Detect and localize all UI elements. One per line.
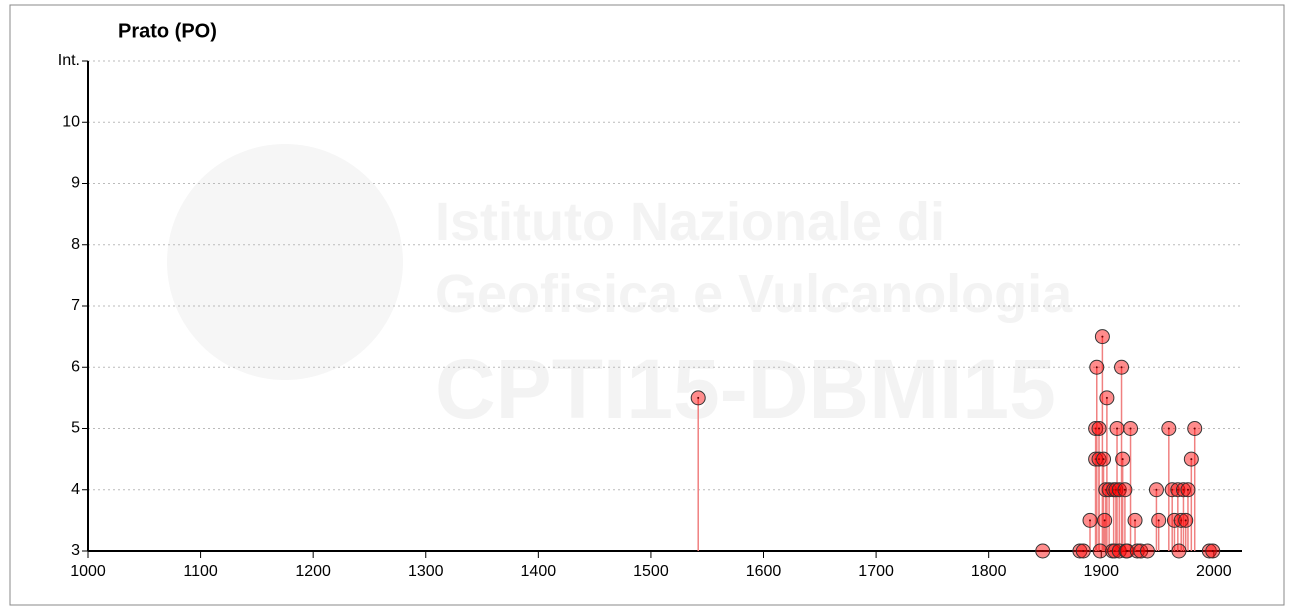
x-tick-label: 1300 — [408, 563, 444, 580]
x-tick-label: 1900 — [1083, 563, 1119, 580]
marker-center — [1095, 366, 1098, 369]
marker-center — [1146, 550, 1149, 552]
marker-center — [1211, 550, 1214, 552]
x-tick-label: 1400 — [521, 563, 557, 580]
marker-center — [1041, 550, 1044, 552]
marker-center — [1116, 427, 1119, 430]
marker-center — [1193, 427, 1196, 430]
marker-center — [1112, 488, 1115, 491]
watermark-text: CPTI15-DBMI15 — [435, 342, 1056, 436]
marker-center — [1208, 550, 1211, 552]
marker-center — [1134, 519, 1137, 522]
marker-center — [1171, 488, 1174, 491]
marker-center — [1120, 366, 1123, 369]
marker-center — [1186, 488, 1189, 491]
marker-center — [1099, 550, 1102, 552]
marker-center — [1102, 458, 1105, 461]
marker-center — [1136, 550, 1139, 552]
marker-center — [1101, 335, 1104, 338]
marker-center — [1114, 488, 1117, 491]
marker-center — [1082, 550, 1085, 552]
marker-center — [1184, 519, 1187, 522]
marker-center — [1182, 488, 1185, 491]
y-tick-label: 10 — [62, 113, 80, 130]
y-tick-label: Int. — [58, 52, 80, 69]
y-tick-label: 3 — [71, 542, 80, 559]
marker-center — [1157, 519, 1160, 522]
marker-center — [1177, 550, 1180, 552]
y-tick-label: 7 — [71, 297, 80, 314]
x-tick-label: 1800 — [971, 563, 1007, 580]
x-tick-label: 1500 — [633, 563, 669, 580]
marker-center — [697, 396, 700, 399]
marker-center — [1167, 427, 1170, 430]
watermark-text: Istituto Nazionale di — [435, 192, 945, 252]
marker-center — [1078, 550, 1081, 552]
y-tick-label: 9 — [71, 175, 80, 192]
y-tick-label: 6 — [71, 358, 80, 375]
y-tick-label: 4 — [71, 481, 80, 498]
marker-center — [1180, 519, 1183, 522]
marker-center — [1105, 396, 1108, 399]
x-tick-label: 2000 — [1196, 563, 1232, 580]
marker-center — [1155, 488, 1158, 491]
marker-center — [1126, 550, 1129, 552]
watermark-logo — [167, 144, 403, 380]
x-tick-label: 1600 — [746, 563, 782, 580]
marker-center — [1176, 488, 1179, 491]
marker-center — [1098, 458, 1101, 461]
x-tick-label: 1200 — [295, 563, 331, 580]
x-tick-label: 1000 — [70, 563, 106, 580]
marker-center — [1113, 550, 1116, 552]
chart-title: Prato (PO) — [118, 20, 217, 42]
marker-center — [1129, 427, 1132, 430]
marker-center — [1094, 427, 1097, 430]
x-tick-label: 1100 — [183, 563, 218, 580]
marker-center — [1098, 427, 1101, 430]
marker-center — [1103, 519, 1106, 522]
marker-center — [1118, 488, 1121, 491]
marker-center — [1190, 458, 1193, 461]
y-tick-label: 8 — [71, 236, 80, 253]
x-tick-label: 1700 — [858, 563, 894, 580]
marker-center — [1123, 488, 1126, 491]
watermark-text: Geofisica e Vulcanologia — [435, 264, 1073, 324]
y-tick-label: 5 — [71, 420, 80, 437]
marker-center — [1089, 519, 1092, 522]
watermark: Istituto Nazionale di Geofisica e Vulcano… — [167, 144, 1073, 436]
marker-center — [1121, 458, 1124, 461]
